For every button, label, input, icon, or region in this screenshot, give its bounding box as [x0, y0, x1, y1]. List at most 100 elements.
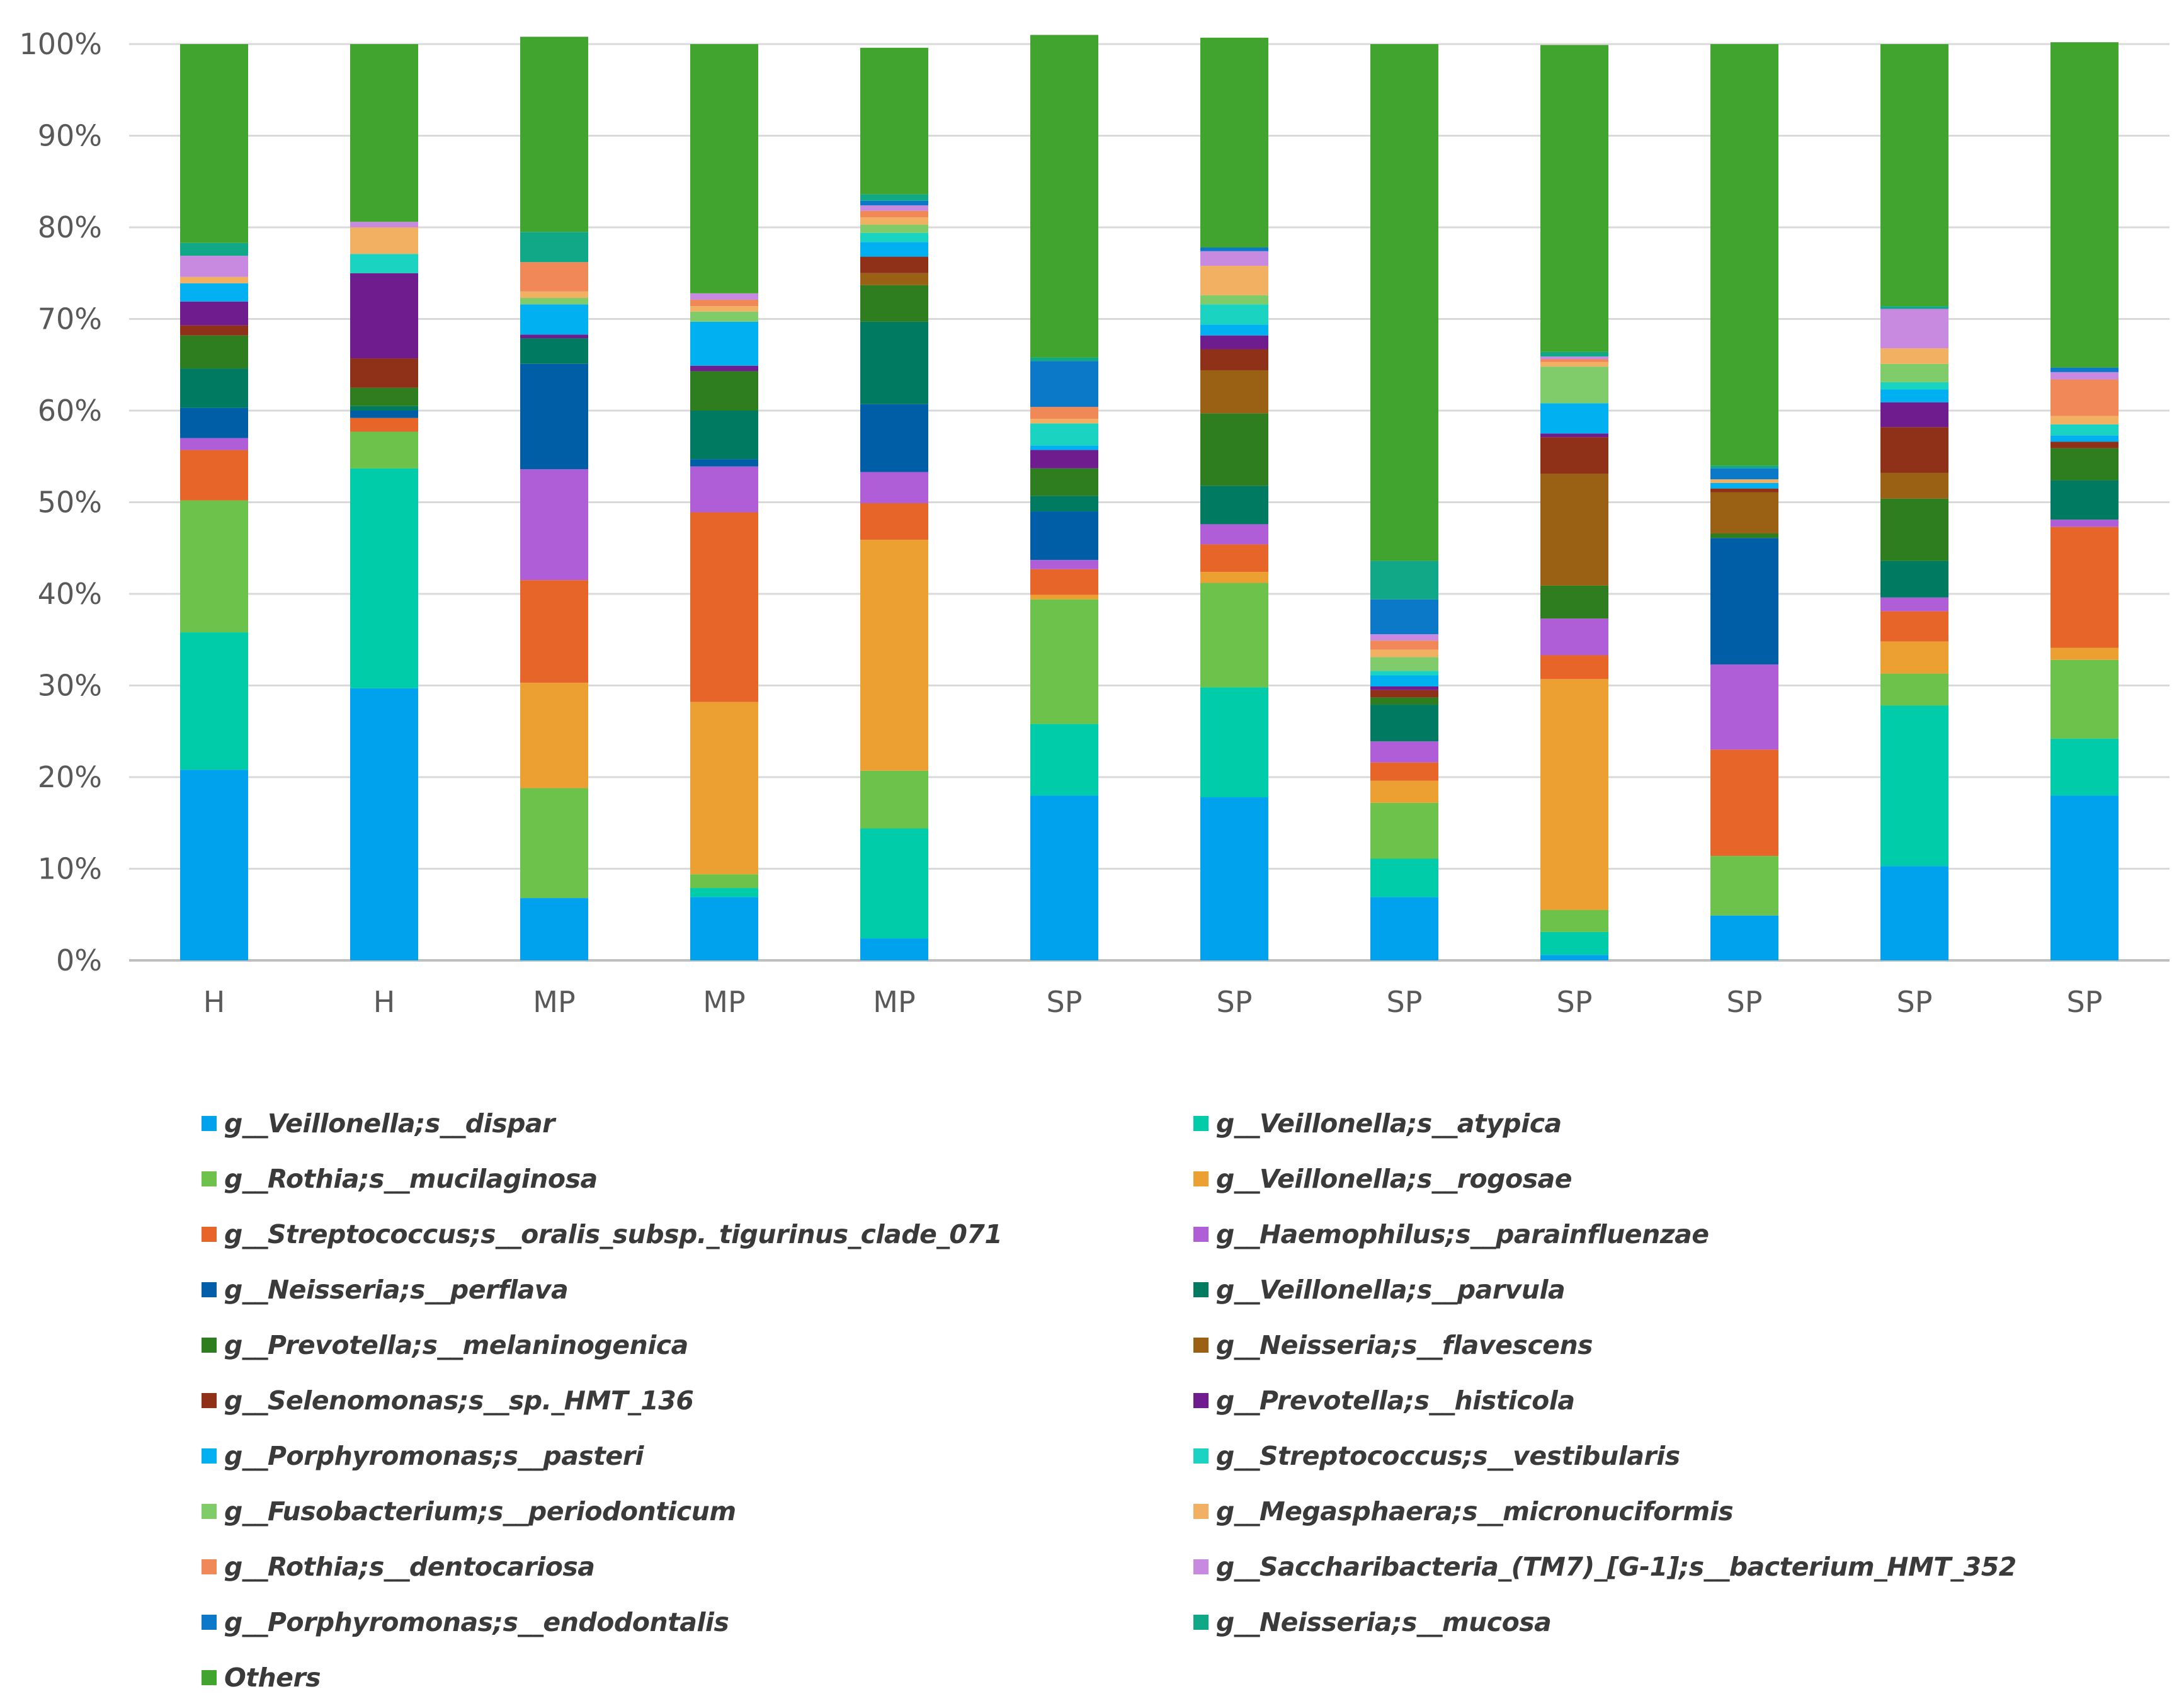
- bar-stack: [860, 47, 928, 960]
- bar-segment: [1710, 488, 1778, 492]
- bar-segment: [180, 301, 248, 326]
- legend-label: g__Neisseria;s__mucosa: [1216, 1607, 1552, 1637]
- bar-segment: [180, 44, 248, 243]
- legend-item: g__Veillonella;s__parvula: [1193, 1262, 2103, 1317]
- legend-item: g__Prevotella;s__melaninogenica: [202, 1317, 1193, 1373]
- bar-segment: [2050, 367, 2119, 372]
- bar-segment: [1030, 407, 1098, 419]
- bar-segment: [860, 938, 928, 960]
- bar-segment: [520, 291, 588, 299]
- legend-item: g__Neisseria;s__mucosa: [1193, 1595, 2103, 1650]
- bar-segment: [1370, 741, 1438, 763]
- y-tick-label: 50%: [38, 486, 102, 520]
- bar-segment: [1880, 402, 1948, 428]
- bar-segment: [180, 335, 248, 369]
- legend-swatch: [1193, 1116, 1209, 1131]
- bar-segment: [2050, 526, 2119, 648]
- legend-label: g__Veillonella;s__dispar: [224, 1108, 555, 1139]
- bar-segment: [1200, 572, 1268, 583]
- y-tick-label: 90%: [38, 119, 102, 153]
- bar-segment: [2050, 435, 2119, 442]
- bar-segment: [1710, 538, 1778, 665]
- legend-label: g__Neisseria;s__perflava: [224, 1275, 569, 1305]
- bar-segment: [690, 459, 758, 467]
- legend-swatch: [202, 1116, 217, 1131]
- legend-item: g__Streptococcus;s__vestibularis: [1193, 1428, 2103, 1484]
- bar-segment: [520, 304, 588, 335]
- bar-segment: [2050, 480, 2119, 520]
- bar-segment: [1710, 664, 1778, 750]
- legend-label: g__Porphyromonas;s__pasteri: [224, 1441, 644, 1471]
- bar-segment: [1880, 348, 1948, 364]
- bar-segment: [1880, 597, 1948, 611]
- bar-segment: [350, 358, 418, 388]
- bar-segment: [1030, 445, 1098, 450]
- bar-segment: [2050, 42, 2119, 368]
- bar-segment: [860, 194, 928, 201]
- legend-swatch: [1193, 1448, 1209, 1464]
- bar-segment: [1880, 498, 1948, 561]
- bar-segment: [1540, 655, 1608, 680]
- x-tick-label: MP: [533, 985, 575, 1019]
- bar-segment: [2050, 795, 2119, 960]
- bar-segment: [2050, 520, 2119, 527]
- bar-segment: [1710, 44, 1778, 466]
- bar-segment: [2050, 424, 2119, 436]
- bar-segment: [690, 306, 758, 312]
- bar-segment: [860, 404, 928, 472]
- bar-segment: [350, 273, 418, 359]
- bar-segment: [860, 256, 928, 273]
- y-tick-label: 0%: [56, 943, 102, 977]
- bar-segment: [690, 466, 758, 513]
- legend-item: g__Veillonella;s__rogosae: [1193, 1151, 2103, 1207]
- y-tick-label: 100%: [19, 27, 102, 61]
- legend-item: g__Veillonella;s__dispar: [202, 1096, 1193, 1151]
- bar-segment: [1880, 673, 1948, 706]
- x-axis-tick-labels: H H MP MP MP SP SP SP SP SP SP SP: [203, 985, 2103, 1019]
- bar-segment: [1540, 931, 1608, 955]
- legend-item: g__Streptococcus;s__oralis_subsp._tiguri…: [202, 1207, 1193, 1262]
- bar-segment: [1200, 544, 1268, 572]
- bar-segment: [2050, 738, 2119, 796]
- legend-label: g__Porphyromonas;s__endodontalis: [224, 1607, 729, 1637]
- bar-segment: [1880, 309, 1948, 349]
- bar-segment: [2050, 379, 2119, 416]
- bar-segment: [1200, 266, 1268, 295]
- bar-segment: [690, 888, 758, 897]
- legend-swatch: [1193, 1227, 1209, 1242]
- bar-segment: [1370, 671, 1438, 676]
- x-tick-label: SP: [1217, 985, 1253, 1019]
- legend-swatch: [202, 1393, 217, 1408]
- bar-segment: [1710, 492, 1778, 533]
- bar-segment: [2050, 647, 2119, 660]
- legend-swatch: [202, 1448, 217, 1464]
- stacked-bar-chart: 0% 10% 20% 30% 40% 50% 60% 70% 80% 90% 100% H H MP MP…: [19, 27, 2170, 1019]
- bar-segment: [520, 334, 588, 339]
- legend-item: g__Porphyromonas;s__pasteri: [202, 1428, 1193, 1484]
- legend-label: g__Haemophilus;s__parainfluenzae: [1216, 1219, 1709, 1249]
- bar-segment: [520, 683, 588, 788]
- legend-swatch: [1193, 1171, 1209, 1186]
- bar-segment: [520, 298, 588, 305]
- x-tick-label: MP: [703, 985, 745, 1019]
- bar-segment: [1370, 897, 1438, 960]
- bar-segment: [1710, 479, 1778, 483]
- legend-label: g__Megasphaera;s__micronuciformis: [1216, 1496, 1734, 1527]
- bar-segment: [1540, 361, 1608, 367]
- bar-segment: [1710, 749, 1778, 856]
- bar-segment: [1200, 247, 1268, 251]
- y-tick-label: 80%: [38, 210, 102, 244]
- legend-item: g__Rothia;s__mucilaginosa: [202, 1151, 1193, 1207]
- bar-segment: [860, 503, 928, 540]
- bar-segment: [1370, 675, 1438, 686]
- bar-segment: [1030, 511, 1098, 560]
- legend-label: g__Selenomonas;s__sp._HMT_136: [224, 1385, 694, 1416]
- bar-segment: [860, 828, 928, 939]
- x-tick-label: SP: [1047, 985, 1083, 1019]
- bar-segment: [1030, 468, 1098, 496]
- bar-segment: [1540, 367, 1608, 404]
- bar-segment: [860, 232, 928, 242]
- bar-segment: [1880, 389, 1948, 402]
- legend-item: g__Neisseria;s__perflava: [202, 1262, 1193, 1317]
- bar-segment: [350, 688, 418, 960]
